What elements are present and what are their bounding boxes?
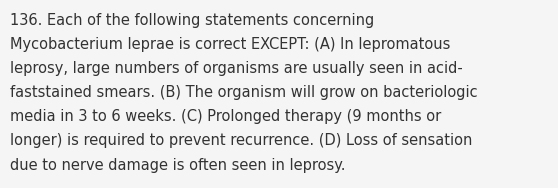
Text: 136. Each of the following statements concerning: 136. Each of the following statements co…: [10, 13, 374, 28]
Text: due to nerve damage is often seen in leprosy.: due to nerve damage is often seen in lep…: [10, 158, 345, 173]
Text: Mycobacterium leprae is correct EXCEPT: (A) In lepromatous: Mycobacterium leprae is correct EXCEPT: …: [10, 37, 450, 52]
Text: media in 3 to 6 weeks. (C) Prolonged therapy (9 months or: media in 3 to 6 weeks. (C) Prolonged the…: [10, 109, 441, 124]
Text: longer) is required to prevent recurrence. (D) Loss of sensation: longer) is required to prevent recurrenc…: [10, 133, 473, 149]
Text: faststained smears. (B) The organism will grow on bacteriologic: faststained smears. (B) The organism wil…: [10, 85, 478, 100]
Text: leprosy, large numbers of organisms are usually seen in acid-: leprosy, large numbers of organisms are …: [10, 61, 463, 76]
